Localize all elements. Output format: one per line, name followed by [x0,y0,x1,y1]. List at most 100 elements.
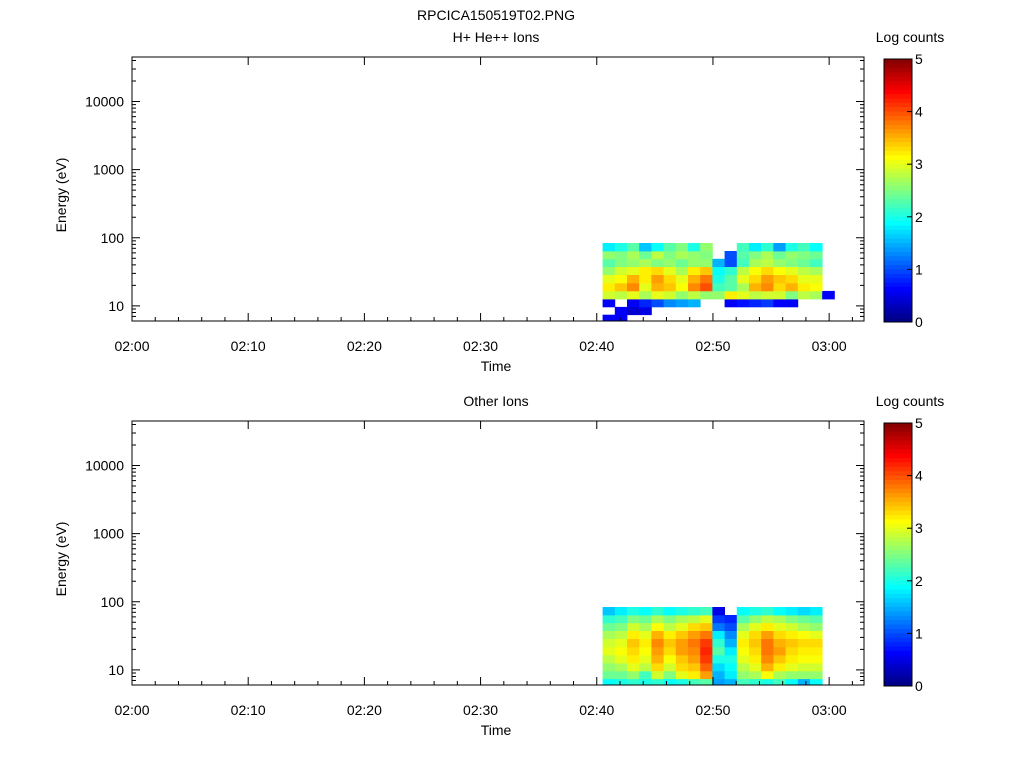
colorbar-frame [883,58,913,323]
heatmap-cell [663,638,677,648]
colorbar-swatch [884,431,912,437]
colorbar-swatch [884,554,912,560]
colorbar: 0 1 2 3 4 5 Log counts [876,29,945,330]
heatmap-cell [724,274,738,284]
colorbar-swatch [884,506,912,512]
y-tick-label: 10 [108,662,124,678]
x-tick-label: 03:00 [812,702,847,718]
heatmap-cell [602,258,616,267]
heatmap-cell [675,646,689,656]
heatmap-cell [761,630,774,639]
heatmap-cell [749,630,762,639]
colorbar-swatch [884,536,912,542]
colorbar-swatch [884,659,912,665]
heatmap-cell [688,274,701,284]
colorbar-swatch [884,304,912,310]
x-tick-label: 02:50 [695,338,730,354]
heatmap-cell [675,274,689,284]
heatmap-cell [724,266,738,275]
colorbar-swatch [884,194,912,200]
heatmap-cell [675,670,689,680]
heatmap-cell [749,622,762,631]
colorbar-tick-label: 0 [915,678,923,694]
heatmap-cell [785,670,799,680]
colorbar-swatch [884,620,912,626]
colorbar-swatch [884,59,912,64]
colorbar-swatch [884,642,912,648]
colorbar-swatch [884,115,912,121]
heatmap-cell [700,630,713,639]
heatmap-cell [736,638,750,648]
heatmap-cell [651,663,664,672]
heatmap-cell [614,678,628,686]
colorbar-swatch [884,655,912,661]
heatmap-cell [773,282,786,292]
colorbar-swatch [884,479,912,485]
heatmap-cell [810,282,823,292]
heatmap-cell [663,258,677,267]
heatmap-cell [785,630,799,639]
colorbar-swatch [884,633,912,639]
heatmap-cell [675,282,689,292]
heatmap-cell [749,678,762,686]
heatmap-cell [651,615,664,624]
y-tick-label: 1000 [93,526,124,542]
heatmap-cell [602,638,616,648]
heatmap-cell [810,615,823,624]
heatmap-cell [773,607,786,616]
colorbar-swatch [884,624,912,630]
heatmap-cell [614,646,628,656]
heatmap-cell [602,646,616,656]
heatmap-cell [749,258,762,267]
heatmap-cell [688,607,701,616]
heatmap-cell [761,646,774,656]
heatmap-cell [785,646,799,656]
colorbar-swatch [884,129,912,135]
heatmap-cell [736,663,750,672]
heatmap-cell [602,243,616,252]
heatmap-cell [663,646,677,656]
heatmap-cell [614,306,628,316]
heatmap-cell [614,290,628,300]
heatmap-cell [749,290,762,300]
colorbar-swatch [884,164,912,170]
heatmap-cell [810,607,823,616]
heatmap-cell [614,615,628,624]
heatmap-cell [675,299,689,308]
x-tick-label: 02:30 [463,338,498,354]
colorbar-swatch [884,471,912,477]
y-tick-label: 100 [101,230,125,246]
heatmap-cell [749,266,762,275]
colorbar-swatch [884,199,912,205]
heatmap-cell [639,678,652,686]
heatmap-cell [810,251,823,260]
heatmap-cell [785,251,799,260]
x-tick-label: 02:10 [231,338,266,354]
colorbar-swatch [884,76,912,82]
heatmap-cell [797,670,811,680]
heatmap-cell [663,663,677,672]
heatmap-cell [627,638,640,648]
colorbar-swatch [884,107,912,113]
heatmap-cell [785,299,799,308]
colorbar-tick-label: 2 [915,573,923,589]
heatmap-cell [651,630,664,639]
heatmap-cell [785,678,799,686]
colorbar-swatch [884,120,912,126]
heatmap-cell [688,615,701,624]
heatmap-cell [773,663,786,672]
heatmap-cell [602,251,616,260]
heatmap-cell [675,638,689,648]
colorbar-swatch [884,190,912,196]
heatmap-cell [724,258,738,267]
y-tick-label: 10000 [85,94,124,110]
colorbar-swatch [884,646,912,652]
colorbar-swatch [884,650,912,656]
heatmap-cell [627,274,640,284]
colorbar-swatch [884,550,912,555]
y-tick-label: 10000 [85,458,124,474]
colorbar-swatch [884,72,912,78]
colorbar: 0 1 2 3 4 5 Log counts [876,393,945,694]
colorbar-swatch [884,317,912,323]
